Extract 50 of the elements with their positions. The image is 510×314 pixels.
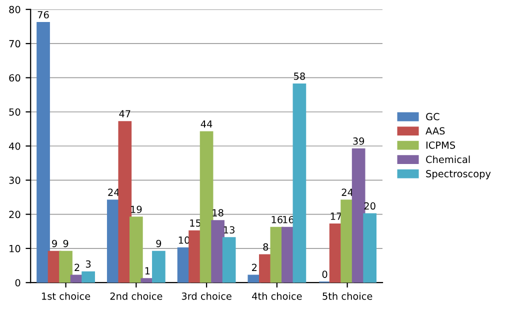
y-tick-label: 80 (9, 6, 20, 14)
data-label: 47 (119, 110, 130, 118)
data-label: 2 (74, 264, 80, 271)
y-tick-label: 10 (10, 244, 20, 252)
data-label: 39 (353, 137, 364, 145)
data-label: 1 (145, 267, 150, 274)
data-label: 9 (63, 240, 68, 248)
y-tick-label: 40 (8, 142, 20, 150)
x-tick-label: 2nd choice (110, 292, 162, 300)
bar (129, 216, 143, 283)
y-tick-label: 20 (9, 210, 20, 218)
x-tick-label: 5th choice (322, 292, 372, 300)
data-label: 24 (342, 188, 353, 196)
y-tick-label: 30 (9, 176, 20, 184)
data-label: 58 (294, 72, 305, 80)
y-tick-label: 60 (9, 74, 20, 82)
y-tick-label: 70 (9, 40, 20, 48)
data-label: 16 (272, 216, 283, 224)
legend-label: Chemical (426, 156, 470, 164)
data-label: 8 (263, 243, 268, 251)
data-label: 17 (330, 212, 342, 220)
bar (292, 84, 306, 283)
y-tick-label: 50 (9, 108, 20, 116)
data-label: 24 (108, 188, 120, 196)
data-label: 9 (156, 240, 162, 248)
legend-label: GC (426, 112, 440, 120)
legend-label: AAS (426, 127, 445, 135)
data-label: 44 (200, 120, 212, 128)
bar (200, 131, 214, 283)
bar (211, 220, 224, 283)
data-label: 9 (52, 240, 57, 248)
bar (352, 148, 366, 283)
bar (248, 274, 262, 283)
bar (222, 237, 236, 283)
bar (82, 271, 95, 283)
y-tick-label: 0 (15, 279, 20, 286)
data-label: 2 (252, 264, 257, 271)
legend-label: ICPMS (426, 141, 456, 149)
data-label: 3 (86, 260, 91, 268)
bar (363, 213, 377, 283)
x-tick-label: 4th choice (252, 292, 302, 300)
data-label: 0 (322, 270, 328, 278)
bar (152, 250, 166, 283)
x-tick-label: 3rd choice (182, 292, 232, 300)
bar (36, 22, 50, 283)
bar (59, 250, 72, 283)
data-label: 76 (38, 11, 49, 18)
bar (118, 121, 132, 283)
legend-label: Spectroscopy (426, 170, 491, 180)
x-tick-label: 1st choice (42, 292, 90, 300)
